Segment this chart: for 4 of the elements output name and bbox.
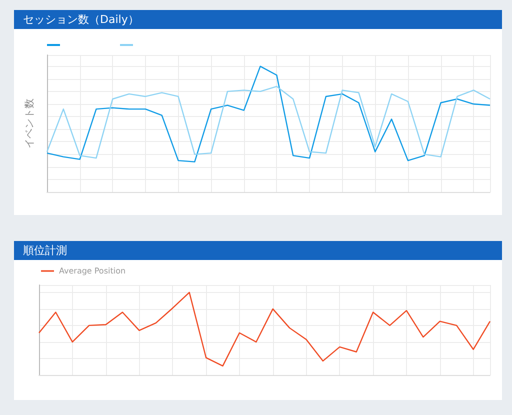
y-axis-title: イベント数	[24, 98, 36, 148]
legend-label: Average Position	[59, 266, 126, 276]
chart-title: セッション数（Daily）	[14, 10, 502, 29]
chart-title: 順位計測	[14, 241, 502, 260]
